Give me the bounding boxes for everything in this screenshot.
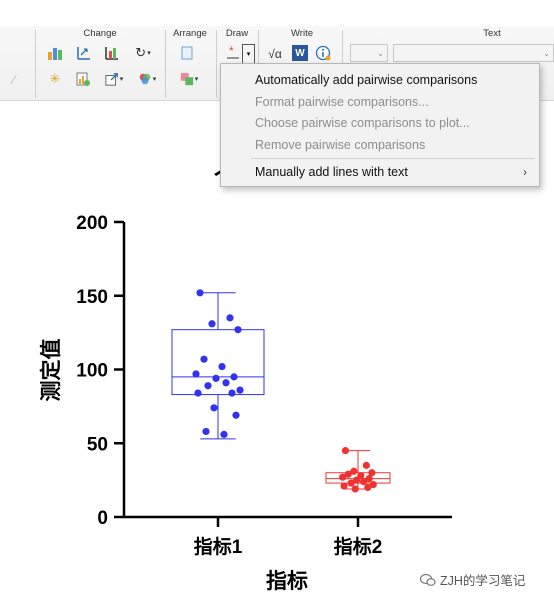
info-icon[interactable] [314,44,332,62]
data-point [220,430,228,438]
data-point [212,374,220,382]
menu-item-manual-lines[interactable]: Manually add lines with text › [221,162,539,182]
x-axis-label: 指标 [266,569,308,593]
data-point [359,478,368,486]
data-point [365,475,373,483]
ribbon-top-strip [0,0,554,26]
data-point [353,476,361,484]
data-point [192,370,200,378]
y-tick-label: 150 [76,287,108,308]
data-point [364,483,372,492]
chart-type-icon[interactable] [46,44,64,62]
menu-item-choose-pairwise[interactable]: Choose pairwise comparisons to plot... [221,113,539,133]
svg-text:*: * [229,44,234,58]
watermark-text: ZJH的学习笔记 [440,574,526,588]
data-point [194,389,202,397]
data-point [234,326,242,334]
watermark: ZJH的学习笔记 [420,570,525,589]
draw-asterisk-line-icon[interactable]: * [224,44,242,62]
data-point [340,482,348,490]
data-point [208,320,216,328]
menu-item-format-pairwise[interactable]: Format pairwise comparisons... [221,92,539,112]
draw-dropdown-menu: Automatically add pairwise comparisons F… [220,63,540,187]
group-separator [216,30,217,98]
y-tick-label: 0 [97,508,108,529]
x-axis-ticks: 指标1 指标2 [194,517,383,558]
data-point [339,473,347,481]
group-label-draw: Draw [225,28,249,39]
data-point [236,386,244,394]
font-size-select[interactable]: ⌄ [350,44,388,62]
group-separator [35,30,36,98]
menu-item-label: Choose pairwise comparisons to plot... [255,116,470,130]
data-point [341,447,350,455]
swap-axes-icon[interactable] [74,44,92,62]
x-tick-label: 指标1 [194,536,243,558]
group-label-text: Text [483,28,501,39]
group-label-arrange: Arrange [173,28,207,39]
data-point [228,389,236,397]
y-tick-label: 200 [76,213,108,234]
data-point [232,411,240,419]
submenu-arrow-icon: › [523,165,527,179]
arrange-order-icon[interactable]: ▾ [176,70,202,88]
group-label-write: Write [291,28,313,39]
chevron-down-icon: ⌄ [543,48,550,58]
rotate-icon[interactable]: ↻ ▾ [135,45,151,60]
data-point [204,382,212,390]
data-point [226,314,234,322]
wechat-icon [420,573,436,586]
data-point [344,470,352,478]
x-tick-label: 指标2 [334,536,383,558]
chart-options-icon[interactable] [74,70,92,88]
data-point [368,469,376,477]
axis-format-icon[interactable] [102,44,120,62]
equation-button[interactable]: √α [268,47,282,61]
data-point [202,427,210,436]
export-chart-icon[interactable]: ▾ [102,70,126,88]
y-tick-label: 50 [87,434,108,455]
arrange-object-icon[interactable] [178,44,196,62]
menu-separator [251,158,535,159]
y-tick-label: 100 [76,361,108,382]
menu-item-label: Manually add lines with text [255,165,408,179]
data-point [196,289,204,297]
data-point [200,355,208,363]
data-point [350,467,358,475]
data-point [347,479,355,487]
sparkle-wand-icon[interactable]: ✳ [49,71,61,86]
group-separator [165,30,166,98]
menu-item-label: Automatically add pairwise comparisons [255,73,478,87]
box-body [171,329,265,396]
menu-item-label: Format pairwise comparisons... [255,95,429,109]
menu-item-auto-add-pairwise[interactable]: Automatically add pairwise comparisons [221,70,539,90]
data-point [369,480,377,489]
menu-item-remove-pairwise[interactable]: Remove pairwise comparisons [221,135,539,155]
y-axis-ticks: 0 50 100 150 200 [76,213,124,529]
data-point [210,404,218,412]
data-point [351,485,359,493]
menu-item-label: Remove pairwise comparisons [255,138,426,152]
data-point [362,461,370,469]
color-scheme-icon[interactable]: ▾ [134,70,160,88]
y-axis-label: 测定值 [39,339,63,402]
magic-wand-icon[interactable]: ⁄ [12,71,16,87]
data-point [230,373,238,381]
group-label-change: Change [83,28,117,39]
box-series [171,289,391,493]
chevron-down-icon: ⌄ [377,48,384,58]
word-button[interactable]: W [292,45,308,61]
data-point [218,362,226,371]
data-point [222,379,230,387]
